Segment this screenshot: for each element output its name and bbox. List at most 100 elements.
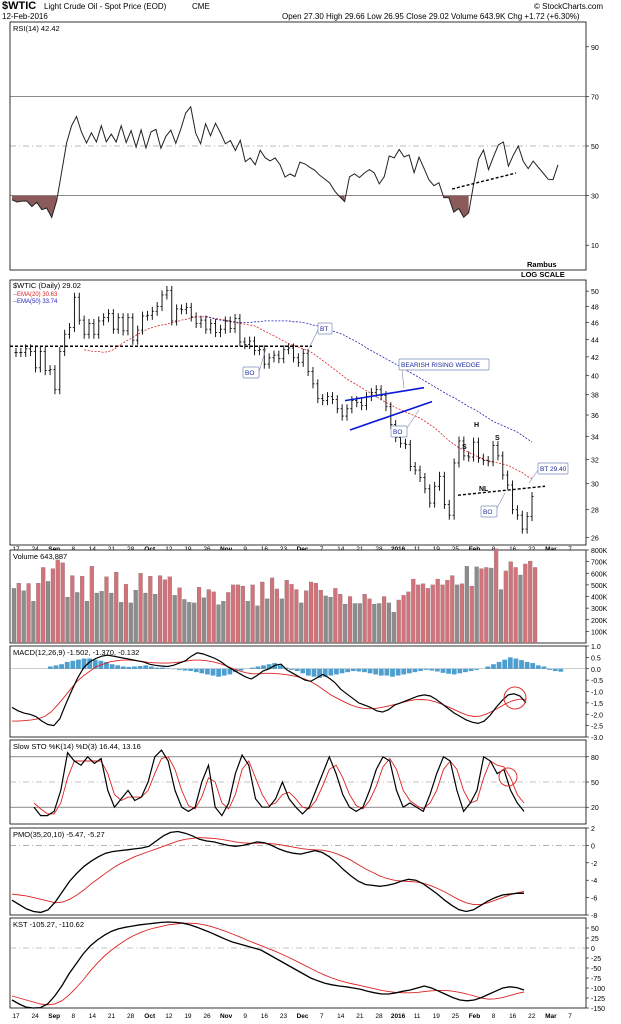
volume-bar	[352, 603, 357, 644]
sto-tick-label: 20	[591, 805, 599, 812]
volume-bar	[494, 548, 499, 644]
macd-hist-bar	[468, 668, 474, 672]
date-label: 17	[12, 546, 20, 553]
bt-label-1-box	[317, 322, 333, 335]
rsi-tick-label: 50	[591, 144, 599, 151]
kst-signal-line	[11, 922, 525, 1006]
volume-bar	[377, 603, 382, 644]
date-label: Mar	[545, 1013, 557, 1020]
volume-bar	[347, 596, 353, 644]
macd-hist-bar	[87, 658, 93, 669]
bt-pointer-1	[308, 329, 319, 349]
macd-hist-bar	[137, 666, 143, 669]
volume-bar	[518, 574, 523, 644]
rambus-label: Rambus	[527, 260, 557, 269]
wedge-pointer	[401, 369, 405, 389]
volume-tick-label: 100K	[591, 629, 608, 636]
volume-bar	[158, 575, 163, 644]
kst-line	[11, 921, 525, 1009]
macd-tick-label: -0.5	[591, 678, 603, 685]
date-label: Nov	[220, 1013, 233, 1020]
volume-bar	[508, 561, 513, 644]
exchange-label: CME	[192, 2, 210, 11]
pmo-frame	[9, 827, 587, 916]
volume-bar	[221, 601, 226, 644]
macd-hist-bar	[345, 668, 351, 673]
sto-k-line	[33, 749, 525, 817]
log-scale-label: LOG SCALE	[521, 270, 565, 279]
volume-bar	[182, 599, 187, 644]
volume-bar	[299, 602, 304, 644]
volume-bar	[425, 588, 430, 644]
macd-hist-bar	[154, 667, 160, 669]
volume-bar	[498, 589, 504, 644]
date-label: 12	[165, 1013, 173, 1020]
price-tick-label: 38	[591, 393, 599, 400]
volume-bar	[50, 568, 55, 644]
macd-panel: 1.0 0.5 0.0 -0.5 -1.0 -1.5 -2.0 -2.5 -3.0 MACD(12…	[9, 644, 603, 742]
date-label: 7	[568, 546, 572, 553]
volume-bar	[89, 566, 94, 644]
sto-highlight-circle	[498, 767, 518, 787]
macd-hist-bar	[199, 668, 205, 674]
macd-hist-bar	[70, 660, 76, 669]
macd-hist-bar	[418, 668, 423, 672]
macd-tick-label: 0.5	[591, 655, 601, 662]
kst-tick-label: 25	[591, 936, 599, 943]
macd-tick-label: -3.0	[591, 735, 603, 742]
volume-bar	[323, 595, 328, 644]
macd-hist-bar	[339, 668, 345, 674]
date-label: 14	[337, 546, 345, 553]
date-label: Sep	[48, 1013, 60, 1020]
volume-bar	[138, 573, 143, 644]
volume-bar	[119, 602, 124, 644]
bt-label-2-box	[537, 462, 569, 475]
volume-bar	[80, 576, 85, 644]
volume-bar	[21, 590, 26, 644]
volume-tick-label: 200K	[591, 618, 608, 625]
macd-hist-bar	[334, 668, 339, 675]
price-tick-label: 44	[591, 337, 599, 344]
volume-bar	[382, 596, 387, 644]
volume-bar	[396, 599, 401, 644]
volume-bar	[16, 583, 21, 644]
date-label: 8	[492, 546, 496, 553]
date-label: 24	[31, 1013, 39, 1020]
volume-bar	[60, 562, 65, 644]
date-label: 2016	[391, 546, 406, 553]
macd-hist-bar	[227, 668, 233, 675]
date-label: Feb	[469, 1013, 481, 1020]
volume-bar	[201, 597, 206, 644]
volume-tick-label: 600K	[591, 571, 608, 578]
ema50-legend: --EMA(50) 33.74	[13, 299, 58, 305]
volume-bar	[196, 587, 202, 644]
macd-hist-bar	[491, 664, 496, 669]
macd-hist-bar	[412, 668, 418, 673]
date-label: Feb	[469, 546, 481, 553]
date-label: 2016	[391, 1013, 406, 1020]
macd-hist-bar	[306, 668, 311, 676]
date-label: 25	[452, 1013, 460, 1020]
wedge-label: BEARISH RISING WEDGE	[401, 362, 481, 369]
volume-bar	[367, 598, 372, 644]
price-tick-label: 36	[591, 413, 599, 420]
volume-bar	[11, 588, 16, 644]
date-label: 16	[261, 1013, 269, 1020]
macd-hist-bar	[373, 668, 379, 675]
kst-tick-label: -100	[591, 986, 605, 993]
macd-hist-bar	[513, 658, 519, 669]
volume-bar	[450, 575, 455, 644]
macd-hist-bar	[317, 668, 322, 678]
macd-hist-bar	[294, 668, 300, 672]
macd-hist-bar	[238, 668, 244, 671]
macd-hist-bar	[115, 665, 121, 669]
macd-hist-bar	[356, 668, 362, 672]
macd-hist-bar	[210, 668, 216, 676]
macd-hist-bar	[233, 668, 238, 673]
volume-bar	[99, 591, 104, 644]
volume-bar	[143, 592, 148, 644]
macd-hist-bar	[255, 666, 261, 669]
macd-hist-bar	[143, 665, 149, 669]
macd-hist-bar	[188, 668, 193, 672]
